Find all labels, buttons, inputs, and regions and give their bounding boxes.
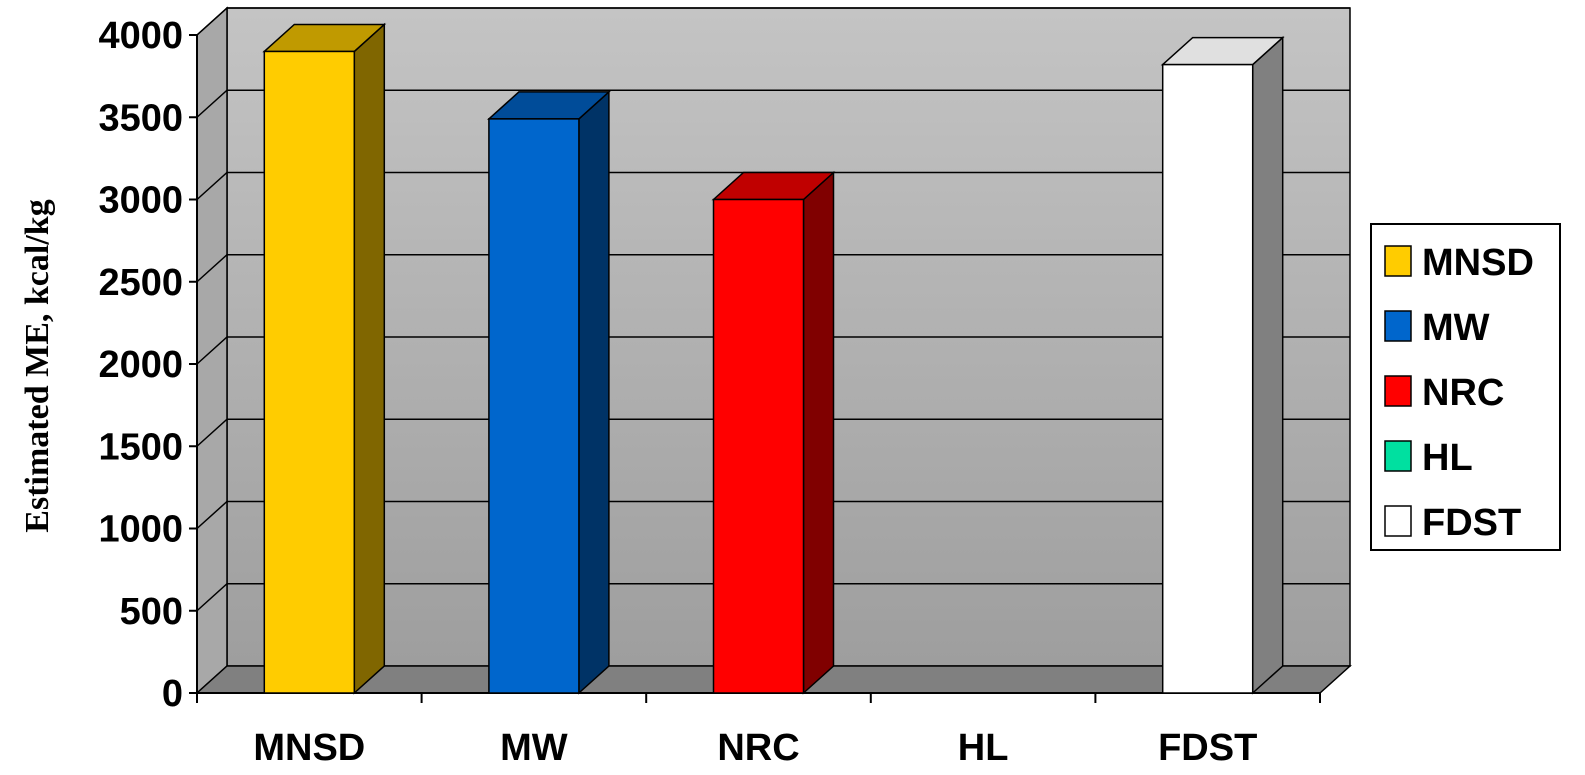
gridline xyxy=(196,171,1350,201)
legend-item-nrc: NRC xyxy=(1384,372,1504,414)
legend-item-mnsd: MNSD xyxy=(1384,242,1534,284)
legend-swatch xyxy=(1384,310,1412,342)
legend-swatch xyxy=(1384,440,1412,472)
bar-side xyxy=(1251,35,1284,695)
gridlines xyxy=(196,7,1350,612)
legend-label: MNSD xyxy=(1422,242,1534,284)
gridline xyxy=(196,89,1350,118)
legend-swatch xyxy=(1384,375,1412,407)
bar-mnsd xyxy=(262,22,387,695)
x-tick-label: NRC xyxy=(717,727,799,769)
y-tick-labels: 0 500 1000 1500 2000 2500 3000 3500 4000 xyxy=(98,15,183,715)
y-tick-label: 500 xyxy=(120,591,183,633)
bar-front xyxy=(488,118,580,694)
bar-nrc xyxy=(711,170,836,695)
legend-swatch xyxy=(1384,245,1412,277)
x-tick-label: MW xyxy=(500,727,568,769)
gridline xyxy=(196,500,1350,530)
bar-mw xyxy=(486,90,611,695)
legend-label: NRC xyxy=(1422,372,1504,414)
x-tick-label: MNSD xyxy=(253,727,365,769)
legend-label: MW xyxy=(1422,307,1490,349)
legend-item-hl: HL xyxy=(1384,437,1473,479)
legend-item-mw: MW xyxy=(1384,307,1490,349)
y-axis-label: Estimated ME, kcal/kg xyxy=(19,199,56,532)
legend-label: HL xyxy=(1422,437,1473,479)
bar-front xyxy=(712,198,805,694)
y-tick-label: 3500 xyxy=(98,97,183,139)
bar-front xyxy=(263,50,356,694)
gridline xyxy=(196,7,1350,36)
legend-label: FDST xyxy=(1422,502,1521,544)
x-tick-label: FDST xyxy=(1158,727,1257,769)
x-tick-labels: MNSD MW NRC HL FDST xyxy=(253,727,1257,769)
legend-item-fdst: FDST xyxy=(1384,502,1521,544)
y-tick-label: 3000 xyxy=(98,180,183,222)
bar-side xyxy=(802,170,835,695)
bar-front xyxy=(1161,63,1254,694)
bar-fdst xyxy=(1160,35,1285,695)
gridline xyxy=(196,336,1350,365)
x-tick-label: HL xyxy=(958,727,1009,769)
bar-side xyxy=(353,22,386,695)
bars xyxy=(262,22,1285,695)
y-tick-label: 2500 xyxy=(98,262,183,304)
gridline xyxy=(196,583,1350,612)
y-tick-label: 2000 xyxy=(98,344,183,386)
y-tick-label: 1000 xyxy=(98,509,183,551)
y-tick-label: 1500 xyxy=(98,426,183,468)
bar-side xyxy=(578,90,610,695)
gridline xyxy=(196,254,1350,283)
y-tick-label: 0 xyxy=(162,673,183,715)
y-tick-label: 4000 xyxy=(98,15,183,57)
legend-swatch xyxy=(1384,505,1412,537)
gridline xyxy=(196,418,1350,447)
legend: MNSD MW NRC HL FDST xyxy=(1370,223,1561,551)
